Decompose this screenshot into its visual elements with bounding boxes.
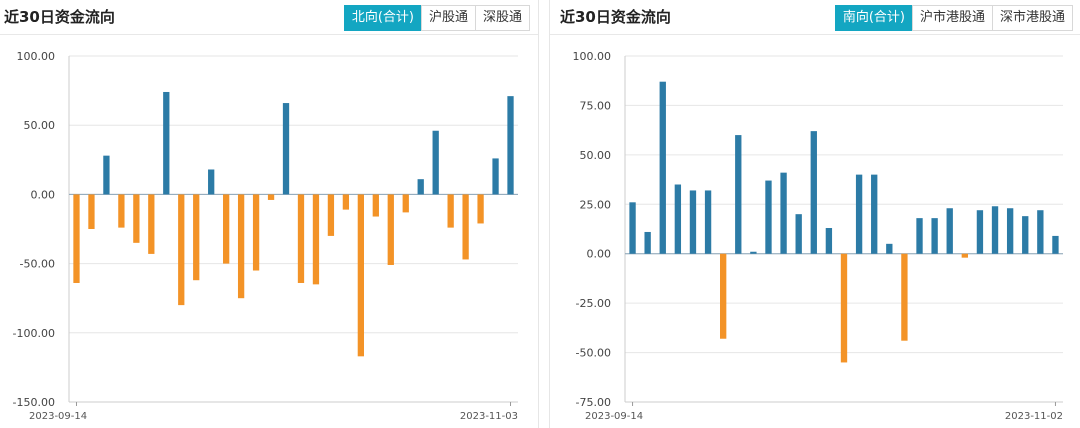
northbound-panel: 近30日资金流向 北向(合计) 沪股通 深股通 100.00 50.00 0.00 -… [0,0,539,428]
y-tick-label: -150.00 [13,396,55,409]
bar-outflow[interactable] [402,194,409,213]
tab-northbound-total[interactable]: 北向(合计) [343,5,422,31]
tab-shenzhen-hk-connect[interactable]: 深市港股通 [991,5,1073,31]
x-start-date-label: 2023-09-14 [585,411,643,422]
bar-outflow[interactable] [237,194,245,299]
northbound-flow-chart: 100.00 50.00 0.00 -50.00 -100.00 -150.00 2023-… [13,50,518,422]
tab-shanghai-connect[interactable]: 沪股通 [420,5,476,31]
bar-inflow[interactable] [931,218,938,254]
header-divider [550,34,1080,35]
bar-inflow[interactable] [765,180,772,254]
tab-southbound-total[interactable]: 南向(合计) [834,5,913,31]
bar-outflow[interactable] [901,253,908,341]
y-tick-label: -75.00 [576,396,611,409]
bar-inflow[interactable] [946,208,953,254]
bar-inflow[interactable] [1037,210,1044,254]
bar-inflow[interactable] [492,158,499,195]
bar-outflow[interactable] [133,194,140,243]
bar-outflow[interactable] [720,253,727,339]
bar-inflow[interactable] [432,130,439,195]
bar-outflow[interactable] [840,253,848,363]
bar-outflow[interactable] [118,194,125,228]
x-start-date-label: 2023-09-14 [29,411,87,422]
bar-inflow[interactable] [976,210,984,254]
bar-inflow[interactable] [704,190,712,254]
bar-inflow[interactable] [991,206,999,254]
y-tick-label: 50.00 [580,149,612,162]
bar-outflow[interactable] [178,194,185,306]
bar-inflow[interactable] [795,214,802,254]
bar-inflow[interactable] [507,96,514,195]
y-tick-label: -50.00 [20,258,55,271]
tab-shanghai-hk-connect[interactable]: 沪市港股通 [911,5,993,31]
tab-group: 南向(合计) 沪市港股通 深市港股通 [834,5,1073,31]
bar-outflow[interactable] [961,253,968,258]
bar-inflow[interactable] [629,202,636,254]
bars [629,81,1059,363]
bar-inflow[interactable] [163,91,170,195]
bars [73,91,514,357]
bar-inflow[interactable] [103,155,110,195]
y-tick-label: 0.00 [587,248,612,261]
bar-outflow[interactable] [387,194,394,265]
panel-title: 近30日资金流向 [560,8,671,26]
y-tick-label: 0.00 [31,188,56,201]
bar-outflow[interactable] [342,194,350,210]
bar-inflow[interactable] [780,172,787,254]
bar-inflow[interactable] [689,190,697,254]
bar-inflow[interactable] [916,218,923,254]
bar-outflow[interactable] [477,194,484,224]
y-tick-label: 100.00 [17,50,56,63]
y-tick-label: 25.00 [580,198,612,211]
bar-inflow[interactable] [208,169,215,195]
bar-outflow[interactable] [193,194,200,281]
y-tick-label: 50.00 [24,119,56,132]
bar-outflow[interactable] [357,194,364,357]
bar-inflow[interactable] [417,179,424,195]
bar-outflow[interactable] [297,194,305,283]
bar-inflow[interactable] [674,184,682,254]
bar-outflow[interactable] [372,194,379,217]
bar-outflow[interactable] [88,194,95,229]
tab-group: 北向(合计) 沪股通 深股通 [343,5,530,31]
bar-inflow[interactable] [659,81,666,254]
bar-outflow[interactable] [462,194,469,260]
x-end-date-label: 2023-11-02 [1005,411,1063,422]
y-tick-label: 100.00 [573,50,612,63]
bar-outflow[interactable] [223,194,230,264]
x-end-date-label: 2023-11-03 [460,411,518,422]
bar-inflow[interactable] [825,228,833,254]
southbound-flow-chart: 100.00 75.00 50.00 25.00 0.00 -25.00 -50.00 -75… [573,50,1063,422]
bar-inflow[interactable] [855,174,863,254]
bar-inflow[interactable] [1022,216,1029,254]
bar-outflow[interactable] [252,194,260,271]
bar-outflow[interactable] [73,194,80,283]
header-divider [0,34,538,35]
y-tick-label: -100.00 [13,327,55,340]
bar-inflow[interactable] [1052,235,1059,254]
bar-inflow[interactable] [1006,208,1014,254]
bar-inflow[interactable] [282,103,290,195]
y-tick-label: -50.00 [576,347,611,360]
southbound-panel: 近30日资金流向 南向(合计) 沪市港股通 深市港股通 100.00 75.00 5… [549,0,1080,428]
bar-outflow[interactable] [148,194,155,254]
bar-outflow[interactable] [267,194,275,200]
tab-shenzhen-connect[interactable]: 深股通 [474,5,530,31]
bar-inflow[interactable] [735,135,742,254]
bar-inflow[interactable] [886,243,893,254]
bar-outflow[interactable] [447,194,454,228]
bar-outflow[interactable] [312,194,320,285]
y-tick-label: 75.00 [580,99,612,112]
bar-outflow[interactable] [327,194,335,236]
bar-inflow[interactable] [810,131,817,254]
bar-inflow[interactable] [871,174,878,254]
y-tick-label: -25.00 [576,297,611,310]
bar-inflow[interactable] [750,251,757,254]
panel-title: 近30日资金流向 [4,8,115,26]
bar-inflow[interactable] [644,231,651,254]
